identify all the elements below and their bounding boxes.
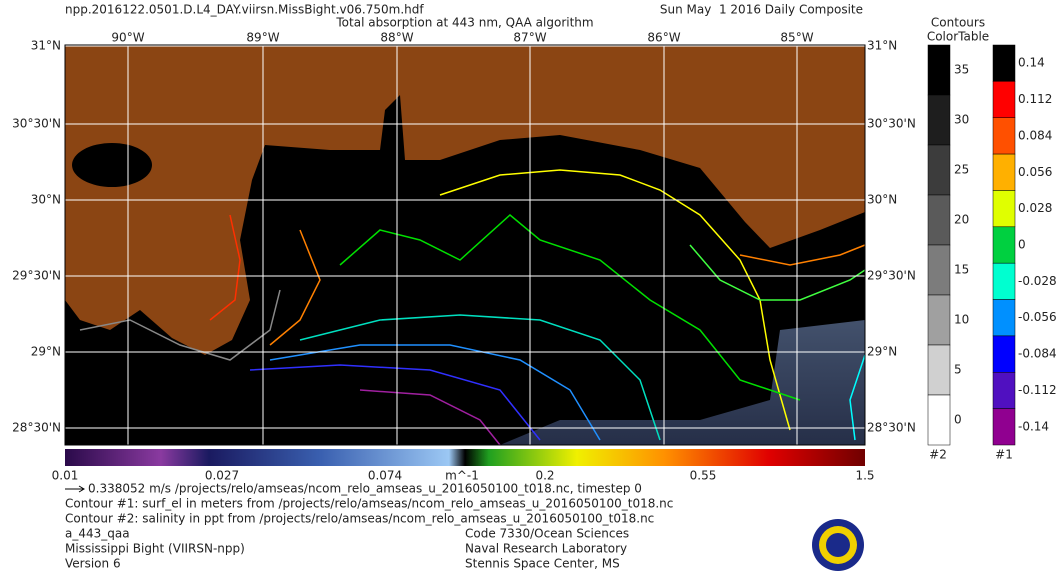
table1-label: -0.14	[1018, 419, 1049, 433]
table1-label: 0.056	[1018, 165, 1052, 179]
colorbar-label: 0.01	[52, 469, 79, 483]
contours	[79, 169, 866, 446]
footer-line: Stennis Space Center, MS	[465, 557, 620, 571]
date: Sun May 1 2016 Daily Composite	[660, 3, 863, 17]
gray-swatch	[927, 294, 951, 346]
footer-line: Naval Research Laboratory	[465, 542, 627, 556]
color-swatch	[992, 44, 1016, 82]
footer-line: Contour #1: surf_el in meters from /proj…	[65, 497, 673, 511]
gray-swatch	[927, 244, 951, 296]
table1-label: 0.112	[1018, 92, 1052, 106]
gray-swatch	[927, 144, 951, 196]
lon-label: 86°W	[647, 31, 680, 45]
table2-label: 0	[954, 413, 962, 427]
colorbar-label: 0.2	[535, 469, 554, 483]
table2-label: 5	[954, 363, 962, 377]
lon-label: 85°W	[780, 31, 813, 45]
color-swatch	[992, 299, 1016, 337]
vector-arrow	[78, 485, 85, 493]
lake	[72, 143, 152, 187]
colorbar-label: 1.5	[855, 469, 874, 483]
lat-label: 30°30'N	[867, 117, 916, 131]
table2-label: 10	[954, 313, 969, 327]
footer-line: Version 6	[65, 557, 121, 571]
footer-line: Code 7330/Ocean Sciences	[465, 527, 629, 541]
gray-swatch	[927, 94, 951, 146]
lat-label: 31°N	[867, 39, 897, 53]
colorbar-label: 0.027	[205, 469, 239, 483]
table1-label: 0.084	[1018, 128, 1052, 142]
footer-line: Mississippi Bight (VIIRSN-npp)	[65, 542, 245, 556]
colorbar-label: m^-1	[445, 469, 479, 483]
shelf-data	[500, 320, 865, 445]
lon-label: 87°W	[513, 31, 546, 45]
color-swatch	[992, 81, 1016, 118]
color-swatch	[992, 226, 1016, 264]
table1-label: 0.14	[1018, 56, 1045, 70]
contours-title: Contours	[931, 16, 985, 30]
colorbar-label: 0.55	[690, 469, 717, 483]
gray-swatch	[927, 194, 951, 246]
table2-label: 20	[954, 213, 969, 227]
color-swatch	[992, 408, 1016, 446]
land	[65, 45, 865, 355]
colorbar-label: 0.074	[368, 469, 402, 483]
gray-swatch	[927, 44, 951, 96]
lat-label: 29°30'N	[12, 269, 61, 283]
file-name: npp.2016122.0501.D.L4_DAY.viirsn.MissBig…	[65, 3, 424, 17]
table1-label: 0.028	[1018, 201, 1052, 215]
table1-label: -0.084	[1018, 347, 1057, 361]
color-swatch	[992, 372, 1016, 409]
lat-label: 29°30'N	[867, 269, 916, 283]
gray-swatch	[927, 344, 951, 396]
lat-label: 30°N	[867, 193, 897, 207]
map-frame	[64, 44, 866, 446]
map	[64, 44, 866, 446]
table-id: #1	[995, 448, 1013, 462]
color-swatch	[992, 190, 1016, 228]
lat-label: 29°N	[31, 345, 61, 359]
footer-line: a_443_qaa	[65, 527, 130, 541]
lon-label: 89°W	[246, 31, 279, 45]
table2-label: 15	[954, 263, 969, 277]
lat-label: 28°30'N	[867, 421, 916, 435]
lat-label: 31°N	[31, 39, 61, 53]
table2-label: 35	[954, 63, 969, 77]
table1-label: -0.112	[1018, 383, 1057, 397]
lat-label: 30°N	[31, 193, 61, 207]
colorbar	[65, 449, 865, 466]
contours-title: ColorTable	[927, 30, 989, 44]
lat-label: 30°30'N	[12, 117, 61, 131]
color-swatch	[992, 117, 1016, 155]
graticule	[65, 45, 865, 445]
color-swatch	[992, 335, 1016, 373]
lon-label: 88°W	[380, 31, 413, 45]
footer-line: 0.338052 m/s /projects/relo/amseas/ncom_…	[88, 482, 642, 496]
table1-label: 0	[1018, 238, 1026, 252]
footer-line: Contour #2: salinity in ppt from /projec…	[65, 512, 654, 526]
lat-label: 29°N	[867, 345, 897, 359]
lon-label: 90°W	[111, 31, 144, 45]
table2-label: 30	[954, 113, 969, 127]
lat-label: 28°30'N	[12, 421, 61, 435]
color-swatch	[992, 262, 1016, 300]
map-title: Total absorption at 443 nm, QAA algorith…	[335, 16, 593, 30]
gray-swatch	[927, 394, 951, 446]
table1-label: -0.028	[1018, 274, 1057, 288]
table-id: #2	[929, 448, 947, 462]
table2-label: 25	[954, 163, 969, 177]
table1-label: -0.056	[1018, 310, 1057, 324]
nrl-logo	[812, 519, 864, 571]
color-swatch	[992, 153, 1016, 191]
